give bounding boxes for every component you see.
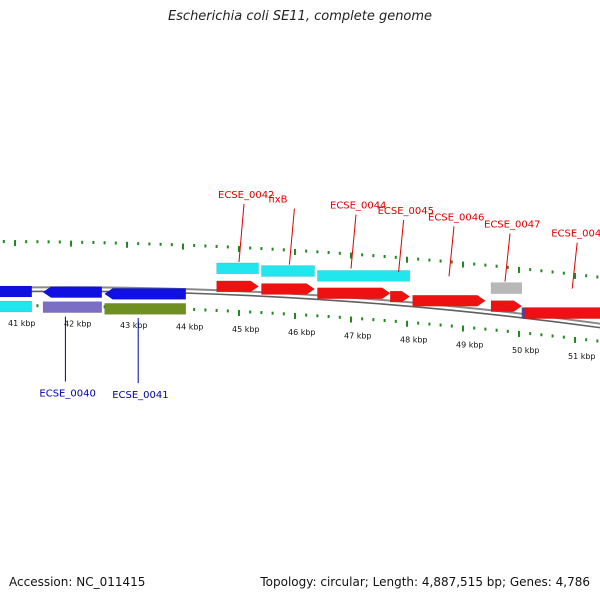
svg-text:ECSE_0041: ECSE_0041 — [112, 390, 168, 401]
svg-text:fixB: fixB — [268, 195, 287, 206]
svg-text:ECSE_0040: ECSE_0040 — [39, 389, 95, 400]
gene-feature[interactable] — [42, 301, 103, 313]
gene-feature[interactable] — [0, 300, 33, 313]
gene-feature[interactable] — [490, 282, 523, 294]
gene-feature[interactable] — [261, 265, 315, 277]
svg-text:ECSE_0044: ECSE_0044 — [330, 201, 386, 212]
gene-features — [0, 262, 600, 319]
gene-feature[interactable] — [104, 303, 187, 315]
tick-label: 51 kbp — [568, 352, 596, 361]
gene-label-ecse_0040[interactable]: ECSE_0040 — [39, 316, 96, 400]
gene-feature[interactable] — [261, 283, 316, 295]
gene-feature[interactable] — [104, 288, 187, 300]
gene-label-ecse_0048[interactable]: ECSE_0048 — [551, 229, 600, 289]
gene-label-ecse_0046[interactable]: ECSE_0046 — [428, 212, 484, 277]
gene-feature[interactable] — [0, 285, 33, 298]
gene-label-ecse_0047[interactable]: ECSE_0047 — [484, 220, 540, 282]
tick-label: 45 kbp — [232, 325, 260, 334]
tick-label: 42 kbp — [64, 320, 92, 329]
tick-label: 49 kbp — [456, 341, 484, 350]
tick-label: 43 kbp — [120, 321, 148, 330]
tick-label: 48 kbp — [400, 336, 428, 345]
svg-text:ECSE_0046: ECSE_0046 — [428, 212, 484, 223]
gene-feature[interactable] — [490, 300, 523, 312]
svg-text:ECSE_0047: ECSE_0047 — [484, 220, 540, 231]
gene-feature[interactable] — [317, 287, 391, 299]
genome-title: Escherichia coli SE11, complete genome — [167, 9, 433, 24]
gene-label-fixb[interactable]: fixB — [268, 195, 295, 265]
accession-text: Accession: NC_011415 — [9, 575, 146, 589]
gene-label-ecse_0045[interactable]: ECSE_0045 — [378, 206, 434, 273]
svg-text:ECSE_0045: ECSE_0045 — [378, 206, 434, 217]
gene-label-ecse_0041[interactable]: ECSE_0041 — [112, 318, 169, 401]
tick-label: 47 kbp — [344, 332, 372, 341]
gene-feature[interactable] — [42, 286, 103, 298]
tick-label: 46 kbp — [288, 328, 316, 337]
axis-tick-labels: 41 kbp 42 kbp 43 kbp 44 kbp 45 kbp 46 kbp 47 k… — [8, 319, 596, 361]
tick-label: 50 kbp — [512, 346, 540, 355]
tick-label: 41 kbp — [8, 319, 36, 328]
gene-feature[interactable] — [524, 307, 600, 319]
tick-label: 44 kbp — [176, 323, 204, 332]
gene-label-ecse_0044[interactable]: ECSE_0044 — [330, 201, 386, 269]
genome-summary: Topology: circular; Length: 4,887,515 bp… — [260, 575, 590, 589]
gene-feature[interactable] — [317, 270, 411, 282]
svg-text:ECSE_0042: ECSE_0042 — [218, 190, 274, 201]
gene-feature[interactable] — [216, 280, 260, 293]
gene-feature[interactable] — [216, 262, 259, 275]
gene-label-ecse_0042[interactable]: ECSE_0042 — [218, 190, 274, 263]
gene-feature[interactable] — [412, 295, 486, 307]
gene-feature[interactable] — [389, 290, 411, 303]
minor-ticks-top — [2, 240, 599, 279]
svg-text:ECSE_0048: ECSE_0048 — [551, 229, 600, 240]
